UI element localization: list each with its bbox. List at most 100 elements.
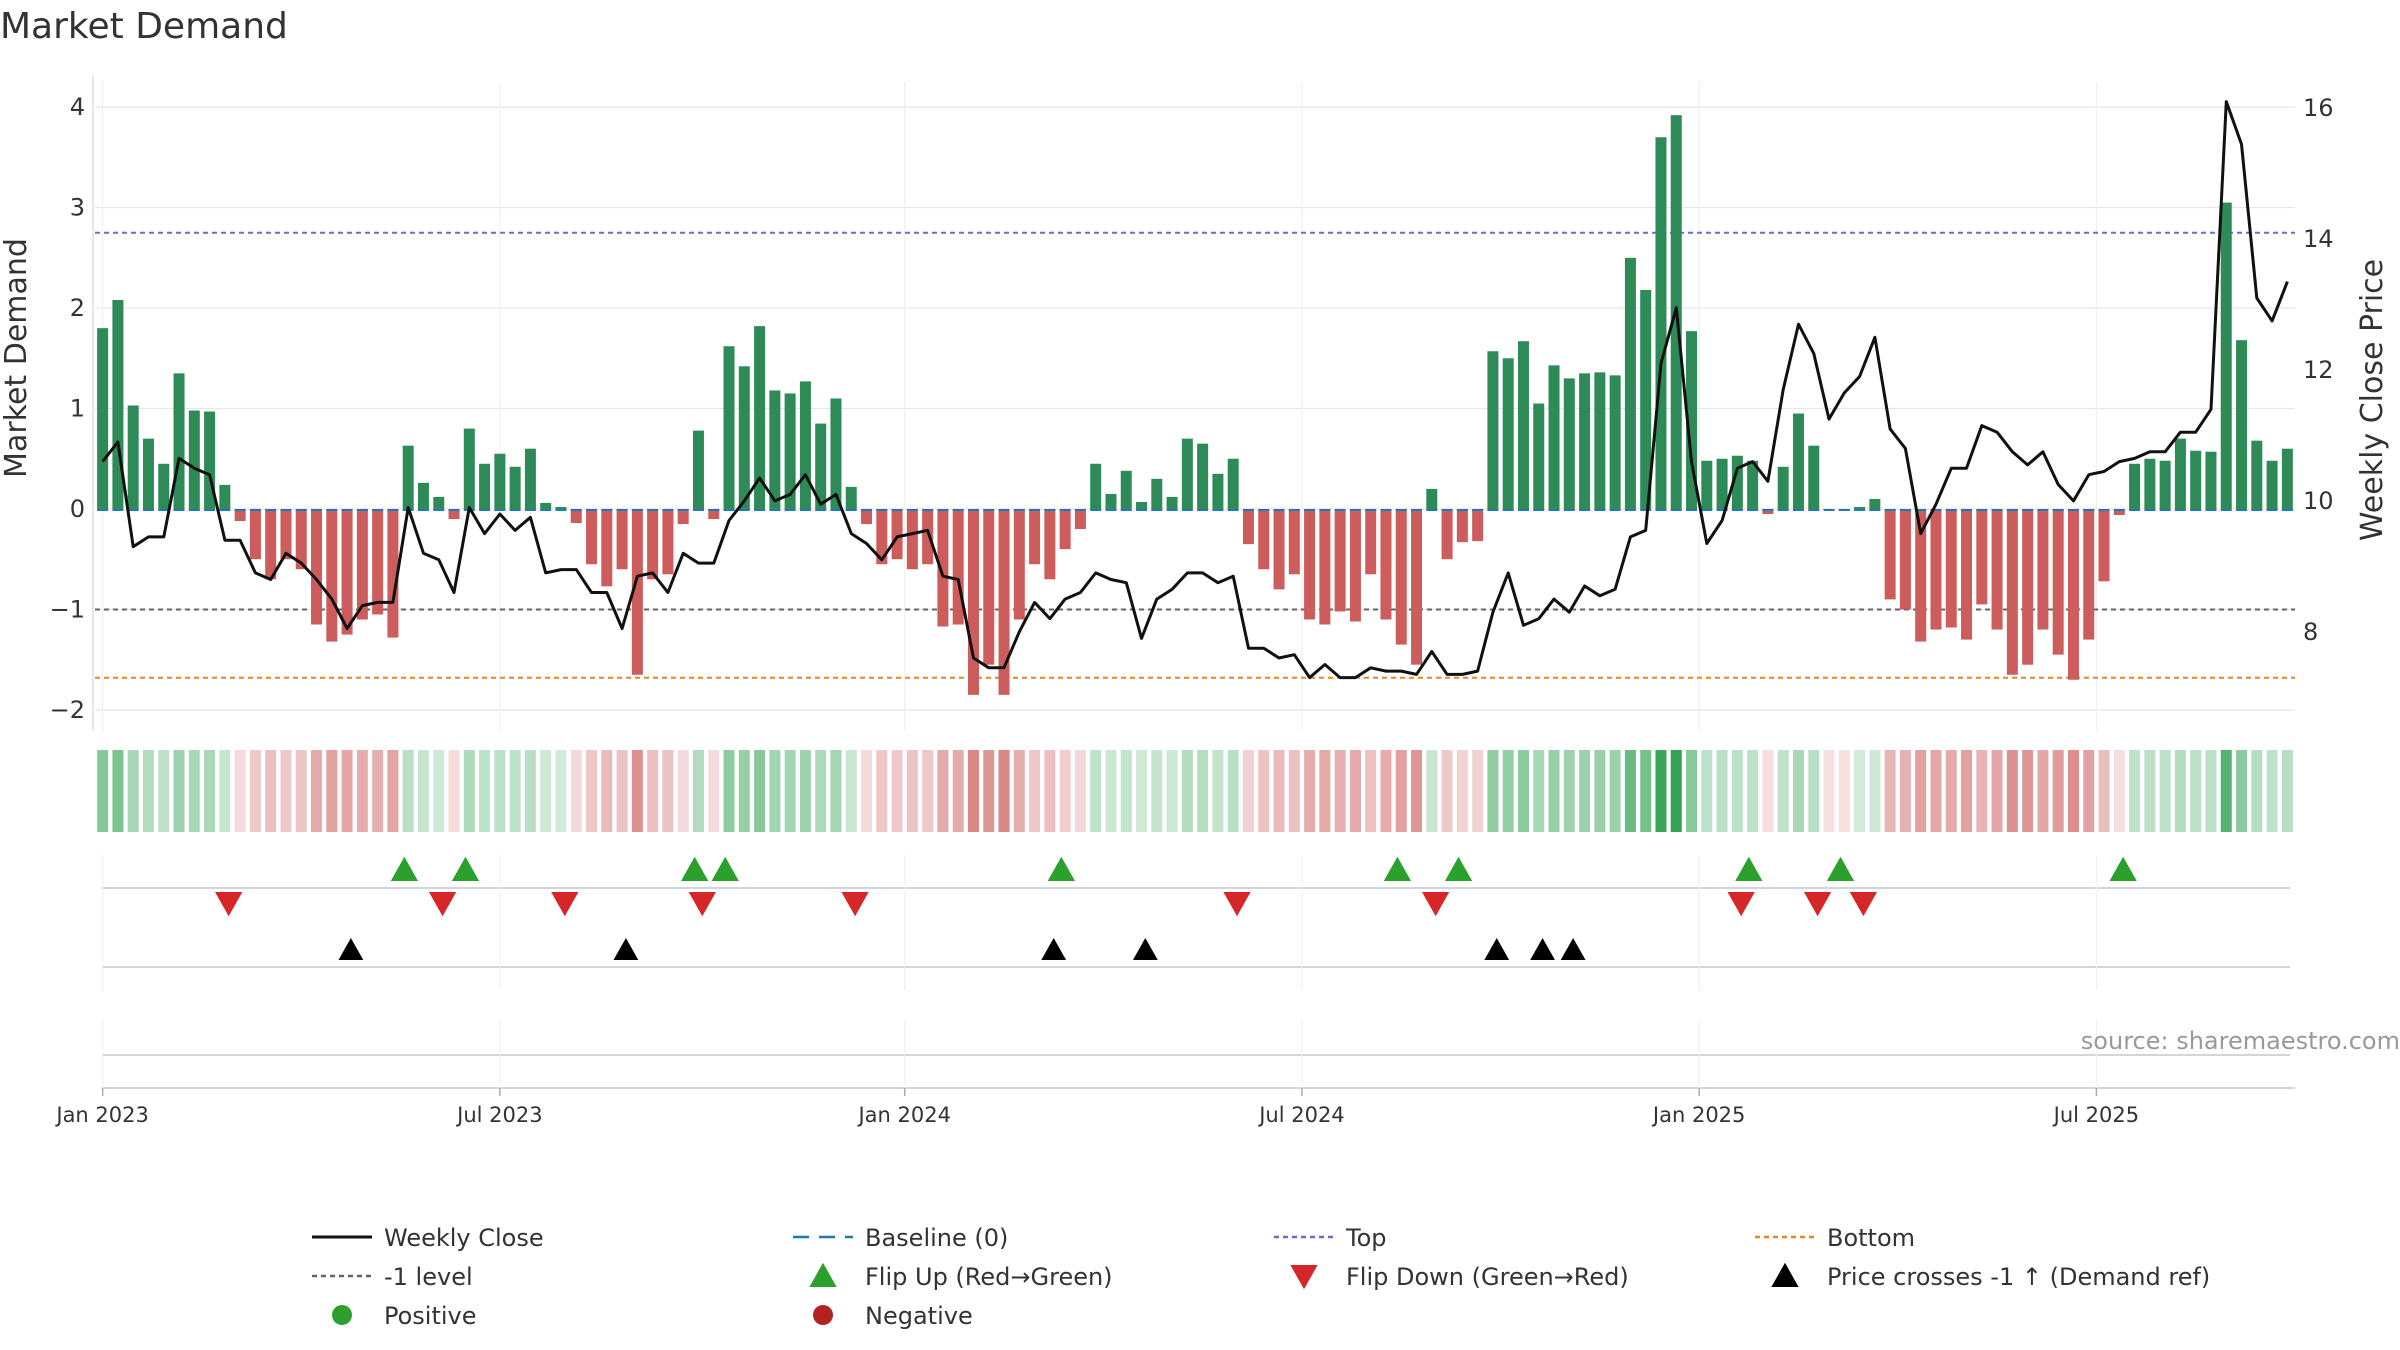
legend-label: Price crosses -1 ↑ (Demand ref) xyxy=(1827,1263,2210,1291)
heat-cell xyxy=(1838,750,1850,832)
heat-cell xyxy=(662,750,674,832)
heat-cell xyxy=(1930,750,1942,832)
demand-bar xyxy=(2281,448,2293,509)
heat-cell xyxy=(1074,750,1086,832)
heat-cell xyxy=(433,750,445,832)
demand-bar xyxy=(1716,458,1728,509)
demand-bar xyxy=(1029,508,1041,565)
demand-bar xyxy=(127,405,139,509)
heat-cell xyxy=(1258,750,1270,832)
heat-cell xyxy=(983,750,995,832)
heat-cell xyxy=(142,750,154,832)
signal-markers xyxy=(102,855,2295,1089)
heat-cell xyxy=(708,750,720,832)
heat-cell xyxy=(647,750,659,832)
demand-bar xyxy=(937,508,949,627)
y-left-tick-label: 1 xyxy=(70,395,85,423)
flip-up-marker xyxy=(451,856,480,881)
heat-cell xyxy=(1166,750,1178,832)
heat-cell xyxy=(570,750,582,832)
heat-cell xyxy=(1517,750,1529,832)
heat-cell xyxy=(1197,750,1209,832)
legend-triangle-up-icon xyxy=(809,1262,837,1287)
legend-label: Top xyxy=(1345,1224,1387,1252)
demand-bar xyxy=(2220,202,2232,509)
demand-bar xyxy=(524,448,536,509)
demand-bar xyxy=(1059,508,1071,550)
x-tick-label: Jul 2025 xyxy=(2052,1103,2139,1127)
heat-cell xyxy=(937,750,949,832)
legend-triangle-down-icon xyxy=(1290,1265,1318,1290)
heat-cell xyxy=(845,750,857,832)
demand-bar xyxy=(402,445,414,509)
legend-label: Bottom xyxy=(1827,1224,1915,1252)
heat-cell xyxy=(2220,750,2232,832)
heat-cell xyxy=(906,750,918,832)
heat-cell xyxy=(1884,750,1896,832)
heat-cell xyxy=(524,750,536,832)
demand-bar xyxy=(2098,508,2110,582)
legend-circle-icon xyxy=(813,1305,833,1325)
flip-up-marker xyxy=(1444,856,1473,881)
legend-label: Positive xyxy=(384,1302,477,1330)
heat-cell xyxy=(2113,750,2125,832)
demand-bar xyxy=(1456,508,1468,543)
heat-cell xyxy=(830,750,842,832)
heat-cell xyxy=(952,750,964,832)
heat-cell xyxy=(127,750,139,832)
demand-bar xyxy=(1074,508,1086,530)
heat-cell xyxy=(1044,750,1056,832)
heat-cell xyxy=(112,750,124,832)
demand-bar xyxy=(1304,508,1316,620)
heat-cell xyxy=(1181,750,1193,832)
demand-bar xyxy=(922,508,934,565)
demand-bar xyxy=(1349,508,1361,622)
heat-cell xyxy=(1120,750,1132,832)
price-cross-marker xyxy=(1132,938,1158,960)
heat-cell xyxy=(295,750,307,832)
y-right-tick-label: 16 xyxy=(2303,94,2334,122)
heat-cell xyxy=(402,750,414,832)
heat-cell xyxy=(967,750,979,832)
heat-cell xyxy=(1869,750,1881,832)
price-cross-marker xyxy=(1484,938,1510,960)
y-left-tick-label: −2 xyxy=(50,696,85,724)
heat-cell xyxy=(2098,750,2110,832)
demand-bar xyxy=(1365,508,1377,575)
legend-label: Weekly Close xyxy=(384,1224,544,1252)
flip-down-marker xyxy=(1849,892,1878,917)
heat-cell xyxy=(754,750,766,832)
heat-cell xyxy=(1609,750,1621,832)
demand-bar xyxy=(2251,440,2263,509)
demand-bar xyxy=(2174,438,2186,509)
reference-lines xyxy=(95,231,2295,679)
heat-cell xyxy=(784,750,796,832)
demand-bar xyxy=(372,508,384,615)
demand-bar xyxy=(448,508,460,520)
heat-cell xyxy=(1136,750,1148,832)
demand-bar xyxy=(1579,373,1591,509)
heat-cell xyxy=(2052,750,2064,832)
heat-cell xyxy=(372,750,384,832)
heat-cell xyxy=(2236,750,2248,832)
demand-bar xyxy=(387,508,399,638)
demand-bar xyxy=(1884,508,1896,600)
heat-cell xyxy=(234,750,246,832)
demand-bar xyxy=(540,502,552,509)
heat-cell xyxy=(815,750,827,832)
demand-bar xyxy=(662,508,674,575)
demand-bar xyxy=(1533,403,1545,509)
demand-bar xyxy=(295,508,307,570)
demand-bar xyxy=(692,430,704,509)
x-tick-label: Jan 2024 xyxy=(856,1103,951,1127)
demand-bar xyxy=(723,346,735,509)
heat-cell xyxy=(1105,750,1117,832)
demand-bar xyxy=(1197,443,1209,509)
demand-bar xyxy=(1472,508,1484,542)
heat-cell xyxy=(2144,750,2156,832)
demand-bar xyxy=(631,508,643,675)
legend-item: Bottom xyxy=(1755,1224,1915,1252)
heat-cell xyxy=(249,750,261,832)
demand-bar xyxy=(570,508,582,524)
